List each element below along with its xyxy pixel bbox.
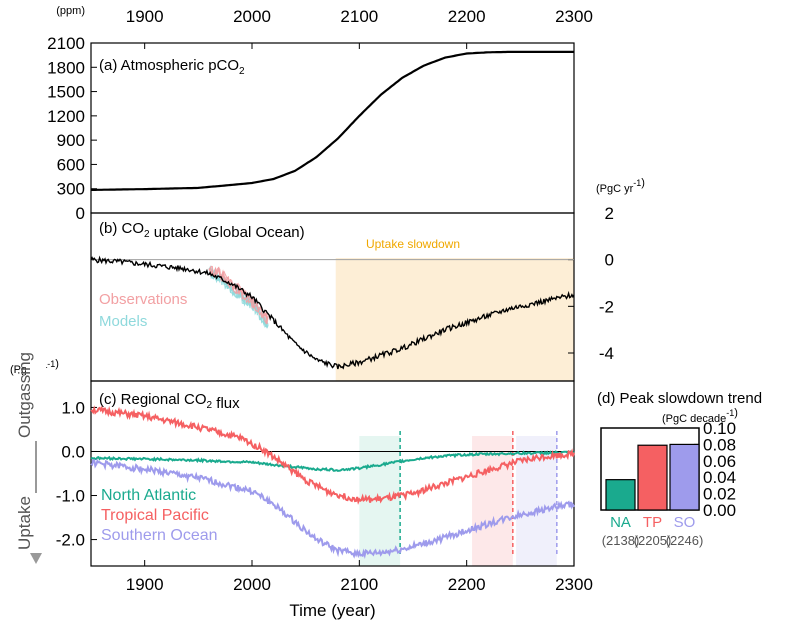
side-arrow-down-head [30, 553, 42, 564]
panel-c-frame [90, 380, 575, 567]
panel-c-title-part: flux [212, 395, 240, 412]
panel-b-unit-right: (PgC yr-1) [596, 177, 645, 195]
peak-window [472, 436, 513, 566]
legend-north-atlantic: North Atlantic [101, 487, 196, 504]
panel-a-ytick-label: 900 [57, 131, 85, 150]
bar-so [669, 443, 700, 511]
top-tick-label: 2100 [340, 7, 378, 26]
peak-window [359, 436, 401, 566]
panel-d-ytick-label: 0.02 [703, 485, 736, 504]
side-label-bg [26, 493, 46, 553]
panel-d-ytick-label: 0.10 [703, 419, 736, 438]
panel-b-ytick-label: 0 [605, 251, 614, 270]
panel-d-ytick-label: 0.08 [703, 435, 736, 454]
legend-southern-ocean: Southern Ocean [101, 527, 218, 544]
panel-b-uptake-line [90, 255, 575, 370]
panel-c-southern-ocean-line [90, 458, 575, 560]
slowdown-shade [335, 258, 574, 381]
panel-b-ytick-label: -2 [599, 297, 614, 316]
panel-c-ytick-label: 0.0 [61, 442, 85, 461]
bar-na [605, 479, 636, 511]
bottom-tick-label: 2300 [555, 575, 593, 594]
panel-d-ytick-label: 0.04 [703, 468, 736, 487]
bottom-tick-label: 1900 [126, 575, 164, 594]
panel-a-ytick-label: 1800 [47, 58, 85, 77]
panel-d-unit-part: ) [734, 407, 738, 419]
panel-a-ytick-label: 2100 [47, 34, 85, 53]
panel-a-ytick-label: 0 [76, 204, 85, 223]
panel-b-unit-left-part: -1 [47, 359, 55, 369]
panel-b-unit-right-part: (PgC yr [596, 183, 634, 195]
panel-d-unit-part: -1 [726, 408, 734, 418]
top-tick-label: 1900 [126, 7, 164, 26]
panel-d-unit: (PgC decade-1) [662, 407, 738, 425]
side-label-bg [26, 349, 46, 441]
legend-observations: Observations [99, 291, 187, 308]
legend-tropical-pacific: Tropical Pacific [101, 507, 209, 524]
panel-a-ytick-label: 1200 [47, 107, 85, 126]
panel-b-unit-right-part: -1 [633, 178, 641, 188]
panel-c-title: (c) Regional CO2 flux [99, 391, 240, 412]
panel-a-title-part: 2 [239, 66, 245, 77]
x-axis-title: Time (year) [289, 601, 375, 620]
side-label-outgassing: Outgassing [15, 352, 34, 438]
top-tick-label: 2300 [555, 7, 593, 26]
panel-c-ytick-label: 1.0 [61, 398, 85, 417]
panel-b-title: (b) CO2 uptake (Global Ocean) [99, 220, 305, 241]
bar-tp [637, 444, 668, 511]
panel-d-unit-part: (PgC decade [662, 413, 726, 425]
panel-d-title: (d) Peak slowdown trend [597, 390, 762, 407]
side-label-uptake: Uptake [15, 496, 34, 550]
panel-c-ytick-label: -1.0 [56, 487, 85, 506]
top-tick-label: 2200 [448, 7, 486, 26]
bottom-tick-label: 2100 [340, 575, 378, 594]
bar-category-label: NA [610, 514, 631, 531]
panel-a-pco2-line [91, 50, 574, 191]
bar-year-label: (2205) [634, 533, 672, 548]
panel-b-title-part: uptake (Global Ocean) [150, 224, 305, 241]
bar-year-label: (2138) [602, 533, 640, 548]
panel-c-title-part: 2 [207, 400, 213, 411]
bottom-tick-label: 2200 [448, 575, 486, 594]
panel-a-title: (a) Atmospheric pCO2 [99, 57, 245, 77]
slowdown-label: Uptake slowdown [366, 237, 460, 251]
panel-d-ytick-label: 0.00 [703, 501, 736, 520]
panel-a-ytick-label: 300 [57, 180, 85, 199]
panel-a-title-part: (a) Atmospheric pCO [99, 57, 239, 74]
panel-b-unit-left-part: ) [55, 358, 59, 370]
panel-b-title-part: (b) CO [99, 220, 144, 237]
top-tick-label: 2000 [233, 7, 271, 26]
bar-category-label: SO [674, 514, 696, 531]
panel-c-title-part: (c) Regional CO [99, 391, 207, 408]
bottom-tick-label: 2000 [233, 575, 271, 594]
bar-category-label: TP [643, 514, 662, 531]
panel-a-unit: (ppm) [56, 5, 85, 17]
panel-b-unit-right-part: ) [641, 177, 645, 189]
panel-c-ytick-label: -2.0 [56, 531, 85, 550]
bar-year-label: (2246) [666, 533, 704, 548]
panel-d-ytick-label: 0.06 [703, 452, 736, 471]
panel-b-ytick-label: 2 [605, 204, 614, 223]
panel-c-north-atlantic-line [90, 449, 575, 472]
panel-b-title-part: 2 [144, 229, 150, 240]
panel-a-ytick-label: 1500 [47, 83, 85, 102]
panel-c-tropical-pacific-line [90, 405, 575, 505]
panel-a-ytick-label: 600 [57, 155, 85, 174]
panel-b-ytick-label: -4 [599, 344, 614, 363]
legend-models: Models [99, 313, 147, 330]
